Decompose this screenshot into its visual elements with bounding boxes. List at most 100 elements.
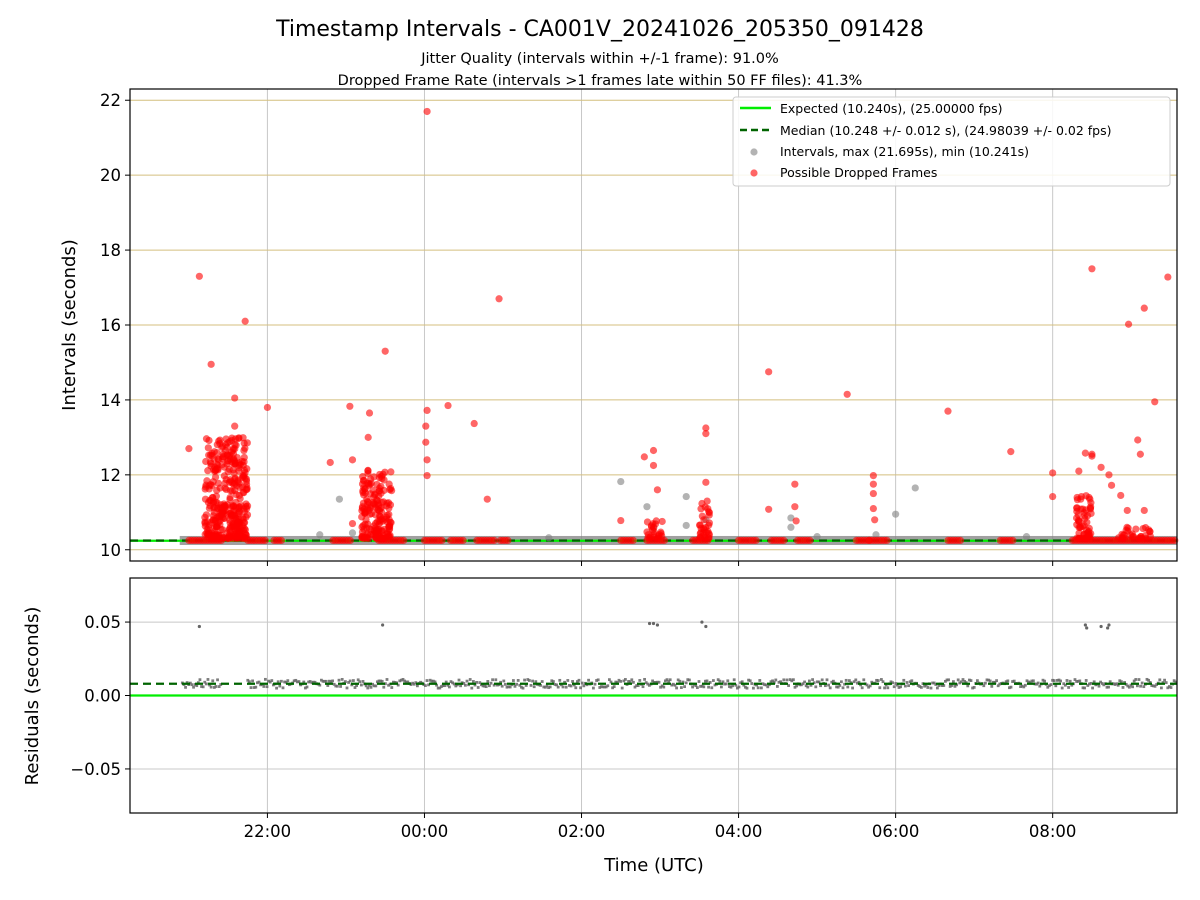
interval-point <box>787 523 795 531</box>
dropped-frame-point <box>1087 499 1095 507</box>
dropped-frame-point <box>385 510 393 519</box>
residual-point <box>284 680 288 684</box>
legend-expected-label: Expected (10.240s), (25.00000 fps) <box>780 101 1002 116</box>
residual-point <box>604 685 608 689</box>
dropped-frame-point <box>216 509 224 517</box>
residual-point <box>1025 679 1029 683</box>
residual-point <box>451 681 454 685</box>
dropped-frame-point <box>348 456 357 464</box>
residual-point <box>769 680 773 684</box>
residual-point <box>793 685 797 689</box>
residual-point <box>651 621 656 626</box>
residual-point <box>617 678 621 682</box>
dropped-frame-point <box>956 536 965 544</box>
residual-point <box>1147 678 1150 682</box>
residual-point <box>452 682 456 686</box>
residual-point <box>707 685 710 689</box>
residual-point <box>563 680 566 684</box>
residual-point <box>475 680 478 684</box>
dropped-frame-point <box>869 480 877 488</box>
dropped-frame-point <box>1007 448 1015 456</box>
dropped-frame-point <box>235 510 243 518</box>
residual-point <box>985 678 989 682</box>
residual-point <box>286 679 290 683</box>
residual-point <box>1028 681 1032 684</box>
residual-point <box>350 683 354 687</box>
residual-point <box>996 684 1000 688</box>
residual-point <box>359 683 363 687</box>
residual-point <box>1067 686 1070 689</box>
dropped-frame-point <box>658 517 666 526</box>
dropped-frame-point <box>228 503 236 511</box>
residual-point <box>643 677 646 681</box>
residual-point <box>297 680 301 683</box>
residual-point <box>743 685 747 689</box>
residual-point <box>1062 682 1066 686</box>
residual-point <box>486 680 490 683</box>
residual-point <box>444 680 448 684</box>
dropped-frame-point <box>222 475 230 484</box>
residual-point <box>302 680 306 684</box>
residual-point <box>630 678 634 682</box>
residual-point <box>710 686 714 690</box>
residual-point <box>641 685 645 689</box>
residual-point <box>665 678 669 682</box>
residual-point <box>323 679 326 683</box>
dropped-frame-point <box>213 486 221 494</box>
residual-point <box>995 679 998 683</box>
residual-point <box>211 679 215 683</box>
dropped-frame-point <box>869 471 877 480</box>
residuals-y-ticks: −0.05 0.00 0.05 <box>70 613 130 779</box>
residual-point <box>281 686 285 690</box>
residual-point <box>934 683 938 686</box>
residual-point <box>966 684 970 688</box>
residual-point <box>854 678 858 682</box>
residual-point <box>660 684 664 688</box>
intervals-y-ticks: 10 12 14 16 18 20 22 <box>100 91 130 560</box>
residual-point <box>196 681 200 685</box>
residual-point <box>1036 681 1040 685</box>
residual-point <box>940 684 944 687</box>
residual-point <box>217 685 221 688</box>
residual-point <box>684 681 688 685</box>
residual-point <box>1035 682 1038 686</box>
residual-point <box>556 685 560 689</box>
dropped-frame-point <box>640 453 648 461</box>
residual-point <box>788 678 792 682</box>
dropped-frame-point <box>438 536 446 544</box>
residual-point <box>991 680 995 684</box>
residual-point <box>331 679 334 683</box>
residual-point <box>515 682 518 686</box>
residual-point <box>775 685 779 688</box>
residual-point <box>1139 684 1142 688</box>
dropped-frame-point <box>705 511 713 519</box>
x-tick-label: 22:00 <box>244 822 292 841</box>
residual-point <box>558 678 562 682</box>
residual-point <box>372 684 376 688</box>
residual-point <box>353 686 357 689</box>
residual-point <box>868 684 872 688</box>
residual-point <box>268 680 272 684</box>
residual-point <box>503 682 507 686</box>
residual-point <box>441 684 445 688</box>
dropped-frame-point <box>241 526 249 534</box>
residual-point <box>1164 681 1168 685</box>
residual-point <box>279 679 283 683</box>
residual-point <box>571 680 574 683</box>
residual-point <box>1073 678 1077 681</box>
residual-point <box>926 686 930 689</box>
residual-point <box>876 679 880 682</box>
intervals-y-tick-label: 12 <box>100 466 121 485</box>
residual-point <box>580 681 584 685</box>
dropped-frame-point <box>1151 398 1159 406</box>
residual-point <box>254 685 258 689</box>
residual-point <box>606 684 610 688</box>
residual-point <box>1092 680 1096 684</box>
dropped-frame-point <box>423 107 431 116</box>
residual-point <box>652 680 656 684</box>
residual-point <box>843 682 846 686</box>
residual-point <box>321 679 325 683</box>
residual-point <box>759 686 763 690</box>
residual-point <box>836 685 840 689</box>
residual-point <box>292 679 296 683</box>
